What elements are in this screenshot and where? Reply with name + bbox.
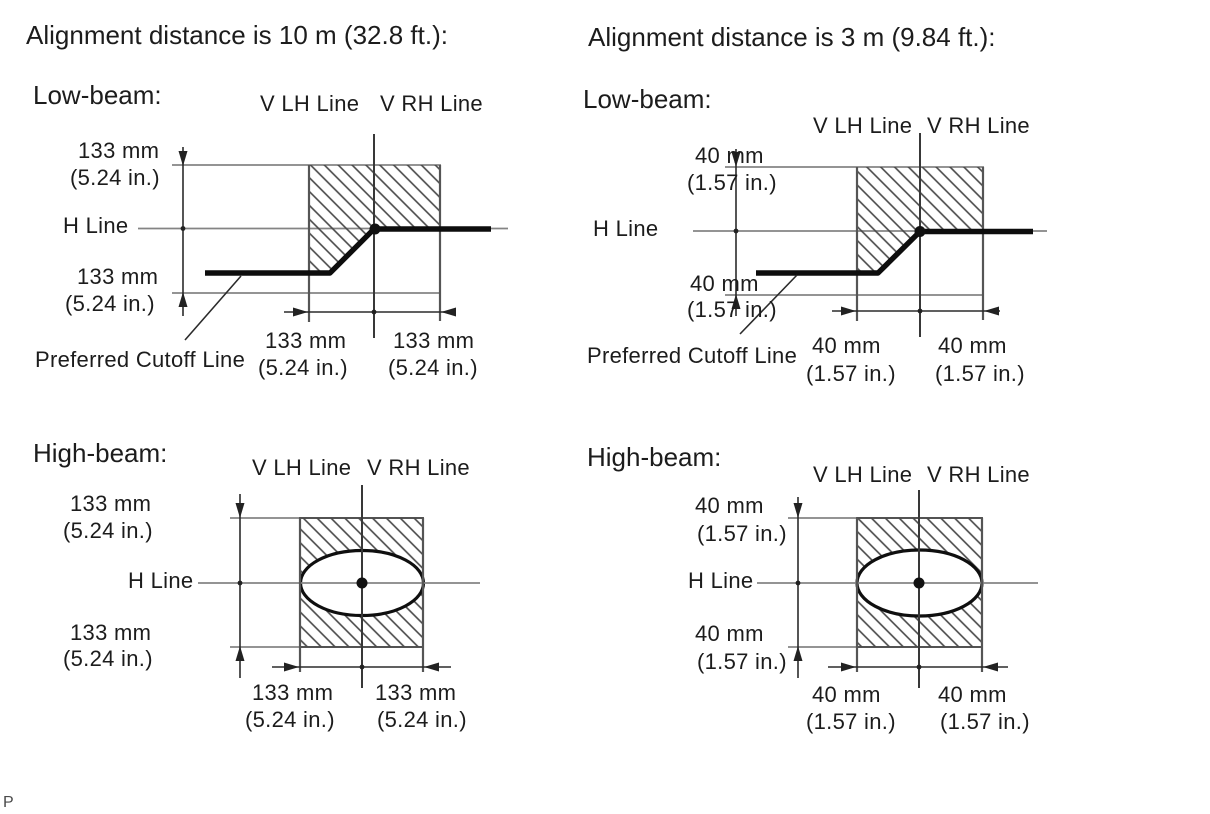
dimension-arrow-left: [983, 662, 998, 672]
lower-offset-mm: 40 mm: [695, 621, 764, 646]
h-line-label: H Line: [128, 568, 193, 593]
v-rh-line-label: V RH Line: [927, 113, 1030, 138]
left-width-in: (1.57 in.): [806, 361, 896, 386]
h-line-label: H Line: [688, 568, 753, 593]
upper-offset-in: (5.24 in.): [70, 165, 160, 190]
v-lh-line-label: V LH Line: [252, 455, 351, 480]
v-lh-line-label: V LH Line: [260, 91, 359, 116]
dimension-tick: [916, 664, 922, 670]
left-width-mm: 40 mm: [812, 333, 881, 358]
dimension-arrow-up: [731, 294, 741, 309]
cutoff-line: [756, 228, 1033, 276]
section-label-high-beam: High-beam:: [587, 442, 721, 472]
upper-offset-mm: 40 mm: [695, 143, 764, 168]
h-line-label: H Line: [63, 213, 128, 238]
dimension-arrow-down: [731, 152, 741, 167]
left-width-mm: 133 mm: [252, 680, 333, 705]
dimension-arrow-right: [293, 307, 308, 317]
lower-offset-mm: 133 mm: [77, 264, 158, 289]
lower-offset-in: (5.24 in.): [63, 646, 153, 671]
left-width-mm: 133 mm: [265, 328, 346, 353]
cutoff-line: [205, 226, 491, 276]
cutoff-junction-dot: [369, 223, 381, 235]
upper-offset-in: (5.24 in.): [63, 518, 153, 543]
upper-offset-mm: 133 mm: [78, 138, 159, 163]
dimension-tick: [180, 226, 186, 231]
right-width-mm: 133 mm: [375, 680, 456, 705]
right-width-in: (5.24 in.): [377, 707, 467, 732]
v-lh-line-label: V LH Line: [813, 462, 912, 487]
dimension-tick: [795, 580, 801, 586]
dimension-tick: [917, 308, 923, 314]
dimension-arrow-down: [235, 503, 245, 518]
right-width-mm: 40 mm: [938, 682, 1007, 707]
left-width-mm: 40 mm: [812, 682, 881, 707]
right-width-in: (1.57 in.): [935, 361, 1025, 386]
lower-offset-in: (1.57 in.): [697, 649, 787, 674]
section-label-high-beam: High-beam:: [33, 438, 167, 468]
left-column-title: Alignment distance is 10 m (32.8 ft.):: [26, 20, 448, 50]
lower-offset-mm: 133 mm: [70, 620, 151, 645]
right-width-mm: 40 mm: [938, 333, 1007, 358]
v-lh-line-label: V LH Line: [813, 113, 912, 138]
section-label-low-beam: Low-beam:: [33, 80, 162, 110]
dimension-tick: [371, 309, 377, 315]
diagram-high-beam-10m: High-beam: V LH Line V RH Line 133 mm (5…: [33, 438, 480, 732]
dimension-arrow-left: [441, 307, 456, 317]
v-rh-line-label: V RH Line: [367, 455, 470, 480]
page-marker: P: [3, 794, 14, 811]
v-rh-line-label: V RH Line: [927, 462, 1030, 487]
right-width-in: (1.57 in.): [940, 709, 1030, 734]
beam-center-dot: [913, 577, 925, 589]
dimension-tick: [237, 580, 243, 586]
preferred-cutoff-line-label: Preferred Cutoff Line: [35, 347, 245, 372]
upper-offset-in: (1.57 in.): [687, 170, 777, 195]
dimension-arrow-right: [841, 306, 856, 316]
dimension-tick: [733, 228, 739, 234]
dimension-arrow-left: [424, 662, 439, 672]
dimension-arrow-right: [841, 662, 856, 672]
dimension-arrow-up: [235, 646, 245, 661]
upper-offset-in: (1.57 in.): [697, 521, 787, 546]
dimension-arrow-right: [284, 662, 299, 672]
cutoff-callout-line: [739, 274, 798, 335]
upper-offset-mm: 133 mm: [70, 491, 151, 516]
right-width-mm: 133 mm: [393, 328, 474, 353]
lower-offset-in: (5.24 in.): [65, 291, 155, 316]
lower-offset-in: (1.57 in.): [687, 297, 777, 322]
right-width-in: (5.24 in.): [388, 355, 478, 380]
h-line-label: H Line: [593, 216, 658, 241]
dimension-arrow-down: [793, 503, 803, 518]
diagram-high-beam-3m: High-beam: V LH Line V RH Line 40 mm (1.…: [587, 442, 1038, 734]
dimension-arrow-left: [984, 306, 999, 316]
section-label-low-beam: Low-beam:: [583, 84, 712, 114]
left-width-in: (5.24 in.): [245, 707, 335, 732]
left-width-in: (5.24 in.): [258, 355, 348, 380]
dimension-tick: [359, 664, 365, 670]
left-width-in: (1.57 in.): [806, 709, 896, 734]
dimension-arrow-up: [793, 646, 803, 661]
dimension-arrow-up: [178, 292, 188, 307]
dimension-arrow-down: [178, 151, 188, 166]
diagram-low-beam-3m: Low-beam: V LH Line V RH Line 40 mm (1.5…: [583, 84, 1047, 386]
lower-offset-mm: 40 mm: [690, 271, 759, 296]
cutoff-callout-line: [184, 275, 242, 341]
beam-center-dot: [356, 577, 368, 589]
cutoff-junction-dot: [914, 226, 926, 237]
diagram-low-beam-10m: Low-beam: V LH Line V RH Line 133 mm (5.…: [33, 80, 508, 380]
v-rh-line-label: V RH Line: [380, 91, 483, 116]
preferred-cutoff-line-label: Preferred Cutoff Line: [587, 343, 797, 368]
upper-offset-mm: 40 mm: [695, 493, 764, 518]
right-column-title: Alignment distance is 3 m (9.84 ft.):: [588, 22, 996, 52]
